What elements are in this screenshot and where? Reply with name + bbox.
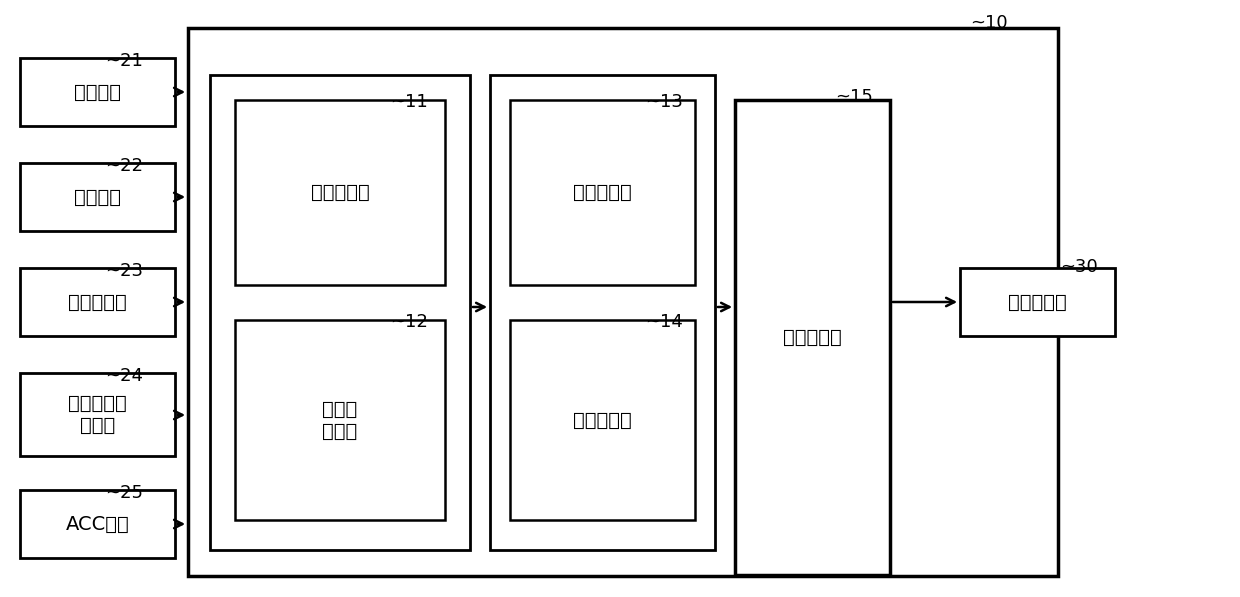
Text: ~12: ~12: [391, 313, 428, 331]
Text: 物标识别部: 物标识别部: [311, 183, 370, 202]
Text: ACC开关: ACC开关: [66, 515, 129, 534]
Bar: [188, 28, 1058, 576]
Bar: [510, 100, 694, 285]
Text: 前车选择部: 前车选择部: [573, 183, 632, 202]
Bar: [735, 100, 890, 575]
Text: ~15: ~15: [835, 88, 873, 106]
Bar: [960, 268, 1115, 336]
Text: 雷达装置: 雷达装置: [74, 187, 122, 207]
Text: 车辆驱动部: 车辆驱动部: [1008, 293, 1066, 312]
Bar: [236, 100, 445, 285]
Bar: [20, 373, 175, 456]
Text: ~22: ~22: [105, 157, 143, 175]
Bar: [490, 75, 715, 550]
Text: ~21: ~21: [105, 52, 143, 70]
Bar: [20, 268, 175, 336]
Text: ~10: ~10: [970, 14, 1008, 32]
Text: 方向指示灯
传感器: 方向指示灯 传感器: [68, 394, 126, 435]
Text: ~13: ~13: [645, 93, 683, 111]
Text: ~23: ~23: [105, 262, 143, 280]
Text: 拍摄装置: 拍摄装置: [74, 82, 122, 101]
Text: 行驶控制部: 行驶控制部: [784, 328, 842, 347]
Bar: [210, 75, 470, 550]
Text: 车速传感器: 车速传感器: [68, 293, 126, 312]
Bar: [20, 163, 175, 231]
Text: ~25: ~25: [105, 484, 143, 502]
Bar: [20, 58, 175, 126]
Bar: [510, 320, 694, 520]
Bar: [236, 320, 445, 520]
Text: ~24: ~24: [105, 367, 143, 385]
Text: 车道线
识别部: 车道线 识别部: [322, 399, 357, 441]
Text: ~30: ~30: [1060, 258, 1097, 276]
Text: 邻车选择部: 邻车选择部: [573, 411, 632, 429]
Bar: [20, 490, 175, 558]
Text: ~14: ~14: [645, 313, 683, 331]
Text: ~11: ~11: [391, 93, 428, 111]
